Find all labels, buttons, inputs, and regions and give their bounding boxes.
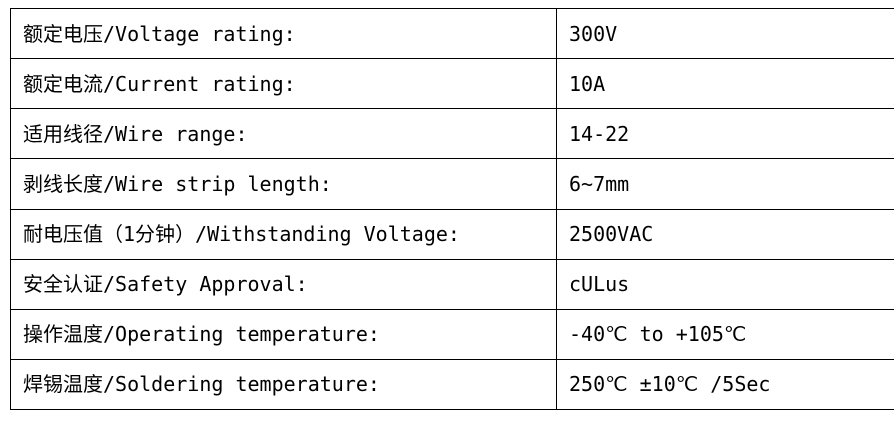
spec-value-text: 6~7mm [569, 171, 630, 196]
spec-label-text: 额定电压/Voltage rating: [23, 21, 296, 46]
specification-table: 额定电压/Voltage rating: 300V 额定电流/Current r… [10, 7, 894, 411]
spec-label-text: 操作温度/Operating temperature: [23, 322, 380, 347]
spec-value-cell: 10A [556, 58, 894, 110]
spec-label-text: 耐电压值（1分钟）/Withstanding Voltage: [23, 222, 460, 247]
spec-label-text: 焊锡温度/Soldering temperature: [23, 372, 380, 397]
table-row: 耐电压值（1分钟）/Withstanding Voltage: 2500VAC [10, 208, 894, 260]
spec-label-cell: 耐电压值（1分钟）/Withstanding Voltage: [10, 208, 557, 260]
specification-table-body: 额定电压/Voltage rating: 300V 额定电流/Current r… [10, 7, 894, 411]
spec-value-text: 2500VAC [569, 222, 654, 247]
spec-label-text: 安全认证/Safety Approval: [23, 272, 308, 297]
table-row: 剥线长度/Wire strip length: 6~7mm [10, 158, 894, 210]
spec-value-cell: 300V [556, 7, 894, 60]
spec-label-text: 剥线长度/Wire strip length: [23, 171, 332, 196]
spec-value-cell: cULus [556, 258, 894, 310]
spec-label-cell: 额定电压/Voltage rating: [10, 7, 557, 60]
spec-label-cell: 额定电流/Current rating: [10, 58, 557, 110]
spec-value-text: -40℃ to +105℃ [569, 322, 747, 347]
table-row: 额定电压/Voltage rating: 300V [10, 7, 894, 60]
specification-table-container: 额定电压/Voltage rating: 300V 额定电流/Current r… [10, 7, 894, 411]
spec-value-cell: 6~7mm [556, 158, 894, 210]
spec-value-cell: 14-22 [556, 108, 894, 160]
spec-value-text: cULus [569, 272, 630, 297]
spec-label-cell: 焊锡温度/Soldering temperature: [10, 358, 557, 411]
table-row: 额定电流/Current rating: 10A [10, 58, 894, 110]
table-row: 焊锡温度/Soldering temperature: 250℃ ±10℃ /5… [10, 358, 894, 411]
table-row: 安全认证/Safety Approval: cULus [10, 258, 894, 310]
spec-label-cell: 适用线径/Wire range: [10, 108, 557, 160]
spec-label-text: 适用线径/Wire range: [23, 121, 248, 146]
table-row: 操作温度/Operating temperature: -40℃ to +105… [10, 308, 894, 360]
spec-value-cell: 250℃ ±10℃ /5Sec [556, 358, 894, 411]
spec-value-text: 10A [569, 71, 606, 96]
table-row: 适用线径/Wire range: 14-22 [10, 108, 894, 160]
spec-value-text: 300V [569, 21, 618, 46]
spec-label-cell: 操作温度/Operating temperature: [10, 308, 557, 360]
spec-value-cell: -40℃ to +105℃ [556, 308, 894, 360]
spec-value-cell: 2500VAC [556, 208, 894, 260]
spec-label-cell: 剥线长度/Wire strip length: [10, 158, 557, 210]
spec-value-text: 14-22 [569, 121, 630, 146]
spec-label-cell: 安全认证/Safety Approval: [10, 258, 557, 310]
spec-value-text: 250℃ ±10℃ /5Sec [569, 372, 771, 397]
spec-label-text: 额定电流/Current rating: [23, 71, 296, 96]
